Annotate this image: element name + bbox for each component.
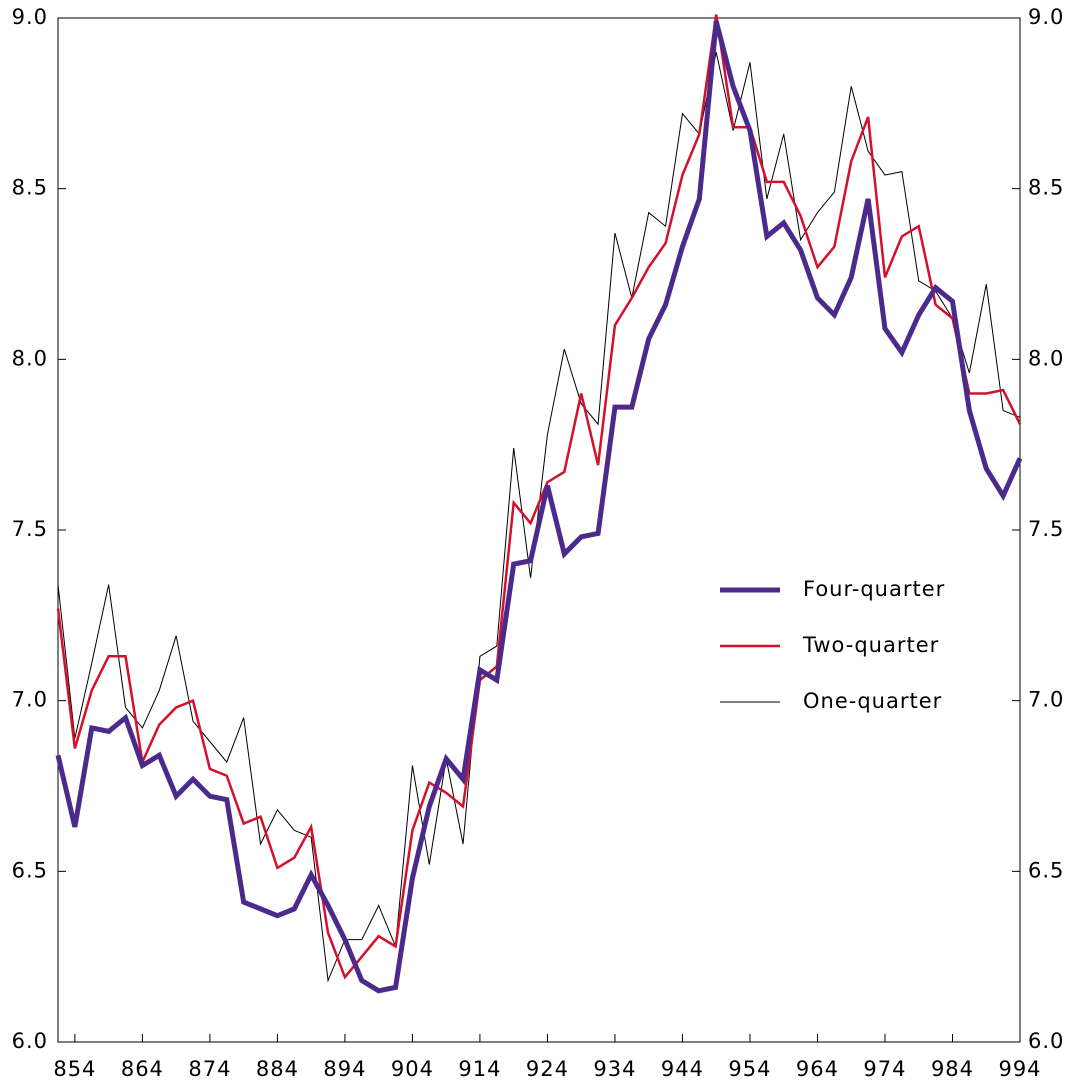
y2-tick-label: 6.0 — [1028, 1029, 1064, 1053]
y2-tick-label: 8.5 — [1028, 176, 1064, 200]
x-tick-label: 854 — [53, 1057, 96, 1081]
legend-label: Four-quarter — [803, 577, 945, 601]
y2-tick-label: 7.0 — [1028, 688, 1064, 712]
y2-tick-label: 9.0 — [1028, 5, 1064, 29]
y-tick-label: 8.5 — [12, 176, 48, 200]
x-tick-label: 994 — [998, 1057, 1041, 1081]
y-tick-label: 6.0 — [12, 1029, 48, 1053]
x-tick-label: 964 — [796, 1057, 839, 1081]
x-tick-label: 914 — [458, 1057, 501, 1081]
x-tick-label: 894 — [323, 1057, 366, 1081]
x-tick-label: 934 — [593, 1057, 636, 1081]
line-series — [56, 14, 1022, 980]
y2-tick-label: 6.5 — [1028, 858, 1064, 882]
y-tick-label: 9.0 — [12, 5, 48, 29]
x-tick-label: 884 — [256, 1057, 299, 1081]
legend-label: One-quarter — [803, 689, 942, 713]
y-tick-label: 7.0 — [12, 688, 48, 712]
x-tick-label: 984 — [931, 1057, 974, 1081]
x-tick-label: 954 — [728, 1057, 771, 1081]
x-tick-label: 944 — [661, 1057, 704, 1081]
y-tick-label: 7.5 — [12, 517, 48, 541]
line-series — [57, 52, 1021, 983]
y2-tick-label: 7.5 — [1028, 517, 1064, 541]
y2-tick-label: 8.0 — [1028, 346, 1064, 370]
y-tick-label: 6.5 — [12, 858, 48, 882]
legend-label: Two-quarter — [802, 633, 939, 657]
x-tick-label: 874 — [188, 1057, 231, 1081]
x-tick-label: 904 — [391, 1057, 434, 1081]
x-tick-label: 864 — [121, 1057, 164, 1081]
x-tick-label: 974 — [863, 1057, 906, 1081]
line-series — [55, 20, 1023, 994]
x-tick-label: 924 — [526, 1057, 569, 1081]
y-tick-label: 8.0 — [12, 346, 48, 370]
